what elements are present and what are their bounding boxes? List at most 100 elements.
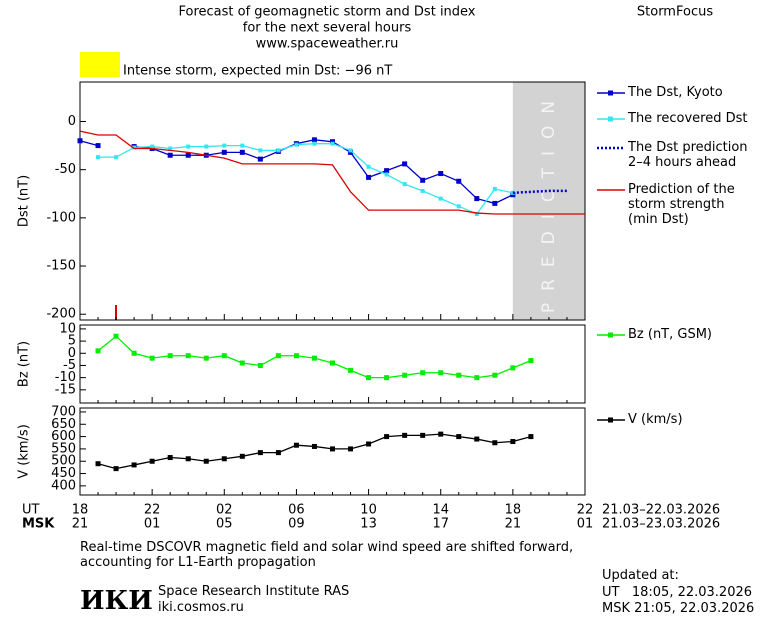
series-marker [438,196,443,201]
legend-label: The Dst, Kyoto [628,85,723,100]
y-axis-label: V (km/s) [17,424,32,479]
x2-tick-label: 05 [216,517,233,532]
series-marker [438,171,444,177]
series-marker [96,155,101,160]
series-marker [185,353,191,359]
series-marker [384,434,390,440]
y-tick-label: 10 [59,321,76,336]
updated-ut: UT 18:05, 22.03.2026 [602,585,753,600]
x-axis-label: UT [22,503,40,518]
x2-tick-label: 17 [432,517,449,532]
y-tick-label: -5 [63,358,76,373]
legend-label: The recovered Dst [628,111,748,126]
series-marker [384,168,390,174]
series-marker [402,432,408,438]
series-marker [168,146,173,151]
x2-axis-label: MSK [22,517,55,532]
series-marker [311,443,317,449]
series-marker [257,156,263,162]
series-marker [420,188,425,193]
y-tick-label: 450 [51,466,76,481]
series-marker [312,141,317,146]
series-marker [366,174,372,180]
y-tick-label: -10 [55,370,76,385]
x2-tick-label: 21 [505,517,522,532]
x-tick-label: 22 [577,503,594,518]
series-marker [203,458,209,464]
series-marker [402,372,408,378]
updated-msk: MSK 21:05, 22.03.2026 [602,601,755,616]
series-marker [528,434,534,440]
series-marker [311,355,317,361]
x2-tick-label: 13 [360,517,377,532]
series-marker [438,370,444,376]
y-axis-label: Dst (nT) [17,175,32,227]
series-marker [239,360,245,366]
series-marker [420,432,426,438]
series-marker [348,148,353,153]
series-line [79,130,585,215]
series-marker [95,348,101,354]
x2-tick-label: 01 [144,517,161,532]
series-marker [474,196,480,202]
series-marker [492,440,498,446]
x-tick-label: 18 [72,503,89,518]
ut-dates: 21.03–22.03.2026 [602,503,720,518]
series-marker [204,144,209,149]
annotation: Intense storm, expected min Dst: −96 nT [123,64,392,79]
series-marker [257,362,263,368]
legend-label: The Dst prediction 2–4 hours ahead [628,140,748,170]
y-tick-label: 400 [51,478,76,493]
x-tick-label: 22 [144,503,161,518]
series-marker [95,461,101,467]
prediction-zone [512,82,585,320]
legend-label: V (km/s) [628,412,683,427]
series-marker [167,455,173,461]
series-marker [221,353,227,359]
series-line [134,139,514,205]
series-marker [492,186,497,191]
series-marker [366,375,372,381]
series-marker [221,456,227,462]
series-marker [132,145,137,150]
series-marker [420,177,426,183]
series-marker [311,137,317,143]
series-marker [474,436,480,442]
series-marker [438,431,444,437]
brand: StormFocus [637,5,713,20]
prediction-label: PREDICTION [539,89,559,313]
series-marker [131,350,137,356]
series-marker [239,149,245,155]
title: Forecast of geomagnetic storm and Dst in… [178,5,475,20]
series-marker [474,212,479,217]
x-tick-label: 10 [360,503,377,518]
series-marker [456,372,462,378]
x-tick-label: 06 [288,503,305,518]
series-marker [348,367,354,373]
y-tick-label: -15 [55,382,76,397]
y-tick-label: 550 [51,441,76,456]
series-marker [150,144,155,149]
series-marker [420,370,426,376]
series-marker [113,466,119,472]
x-tick-label: 18 [505,503,522,518]
series-marker [330,141,335,146]
series-marker [492,372,498,378]
y-tick-label: 5 [68,334,76,349]
series-marker [402,182,407,187]
series-marker [114,155,119,160]
series-line [512,189,567,195]
series-marker [330,360,335,366]
plot-frame [79,407,586,496]
y-tick-label: 650 [51,417,76,432]
series-marker [275,450,281,456]
x2-tick-label: 21 [72,517,89,532]
x2-tick-label: 01 [577,517,594,532]
series-marker [293,442,299,448]
legend-marker [608,116,613,122]
series-marker [167,353,173,359]
series-marker [456,434,462,440]
series-marker [95,143,101,149]
